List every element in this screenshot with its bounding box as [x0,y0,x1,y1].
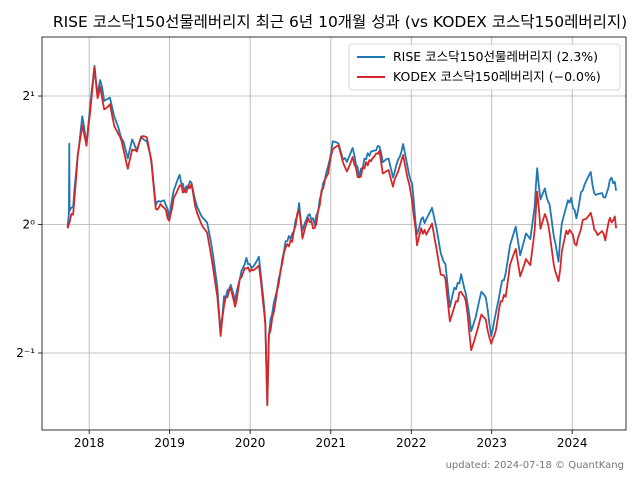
grid-lines [42,37,626,430]
x-tick-label-2020: 2020 [235,436,266,450]
legend-label-rise: RISE 코스닥150선물레버리지 (2.3%) [393,49,598,64]
x-tick-label-2021: 2021 [316,436,347,450]
x-tick-label-2024: 2024 [557,436,588,450]
x-tick-label-2023: 2023 [476,436,507,450]
x-axis: 2018 2019 2020 2021 2022 2023 2024 [74,430,588,450]
series-layer [66,64,617,407]
x-tick-label-2019: 2019 [154,436,185,450]
plot-frame [41,36,627,431]
y-tick-label-0: 2⁻¹ [16,346,35,360]
legend: RISE 코스닥150선물레버리지 (2.3%) KODEX 코스닥150레버리… [348,43,621,91]
footer-credit: updated: 2024-07-18 © QuantKang [446,460,624,471]
y-axis: 2⁻¹ 2⁰ 2¹ [16,89,42,360]
x-tick-label-2018: 2018 [74,436,105,450]
y-tick-label-1: 2⁰ [23,218,36,232]
series-line-1 [66,66,617,407]
legend-label-kodex: KODEX 코스닥150레버리지 (−0.0%) [393,69,601,84]
y-tick-label-2: 2¹ [23,89,36,103]
x-tick-label-2022: 2022 [396,436,427,450]
legend-box [348,43,621,91]
chart-title: RISE 코스닥150선물레버리지 최근 6년 10개월 성과 (vs KODE… [53,13,627,31]
